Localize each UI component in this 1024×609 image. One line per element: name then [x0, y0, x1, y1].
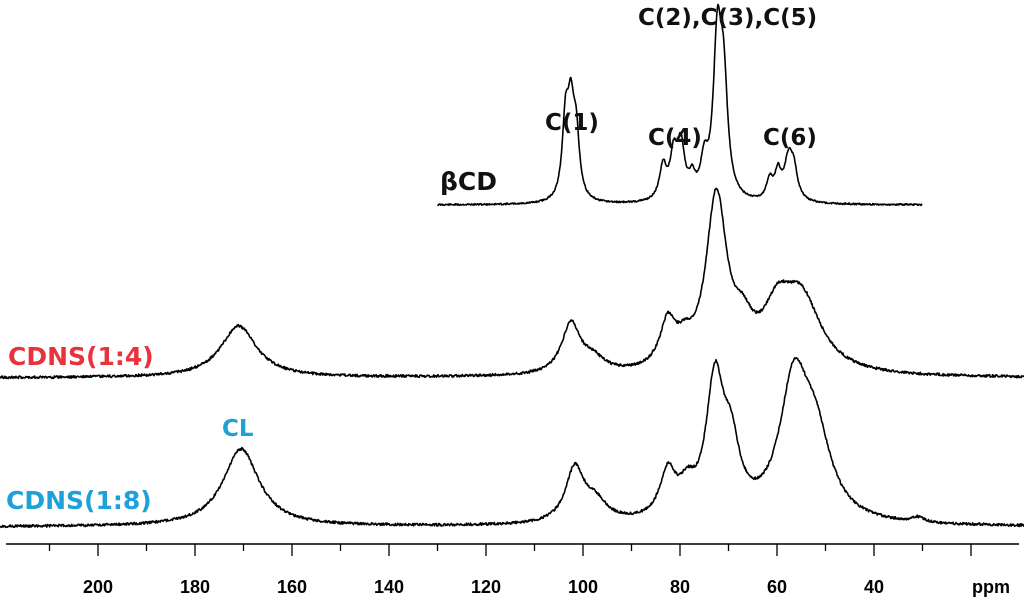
x-tick-label: 180 [180, 577, 210, 597]
peak-annotation-c4: C(4) [648, 125, 702, 151]
x-axis-ticks [48, 544, 972, 556]
series-label-bcd: βCD [440, 167, 497, 196]
series-label-cdns-1-4: CDNS(1:4) [8, 342, 154, 371]
spectrum-trace-cdns-1-8 [0, 357, 1024, 529]
x-tick-label: 60 [767, 577, 787, 597]
series-label-cdns-1-8: CDNS(1:8) [6, 486, 152, 515]
x-tick-label: 100 [568, 577, 598, 597]
spectrum-trace-bcd [437, 3, 923, 207]
peak-annotation-c2-c3-c5: C(2),C(3),C(5) [638, 5, 817, 31]
x-tick-label: 80 [670, 577, 690, 597]
x-axis-tick-labels: 200 180 160 140 120 100 80 60 40 [83, 577, 884, 597]
x-tick-label: 40 [864, 577, 884, 597]
peak-annotation-cl: CL [222, 416, 254, 442]
x-tick-label: 120 [471, 577, 501, 597]
spectrum-trace-cdns-1-4 [0, 187, 1024, 380]
x-tick-label: 200 [83, 577, 113, 597]
x-tick-label: 140 [374, 577, 404, 597]
x-tick-label: 160 [277, 577, 307, 597]
peak-annotation-c6: C(6) [763, 125, 817, 151]
peak-annotation-c1: C(1) [545, 110, 599, 136]
x-axis-unit-label: ppm [972, 577, 1010, 597]
